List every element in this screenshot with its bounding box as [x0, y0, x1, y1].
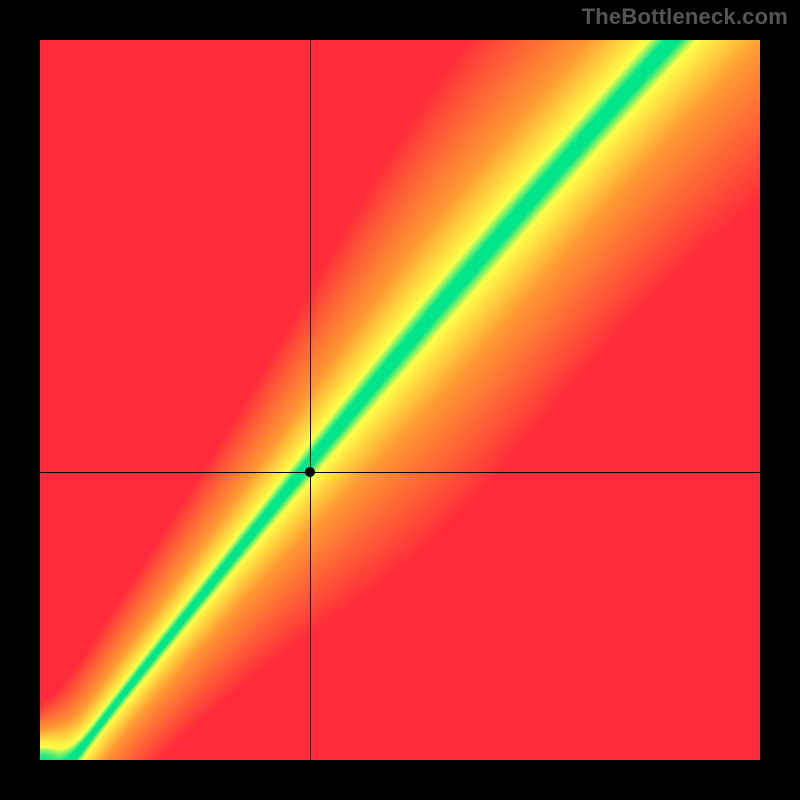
heatmap-canvas: [40, 40, 760, 760]
plot-area: [40, 40, 760, 760]
watermark-text: TheBottleneck.com: [582, 4, 788, 30]
chart-container: TheBottleneck.com: [0, 0, 800, 800]
marker-point: [305, 467, 315, 477]
crosshair-vertical: [310, 40, 311, 760]
crosshair-horizontal: [40, 472, 760, 473]
